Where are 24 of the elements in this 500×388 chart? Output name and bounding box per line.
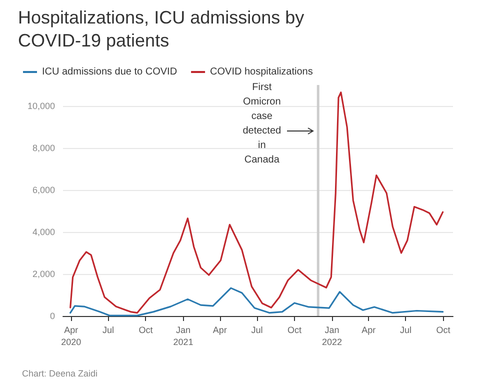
band-label: First Omicron case detected in Canada	[242, 82, 282, 166]
x-tick-label: Jul	[400, 325, 412, 335]
legend-label: COVID hospitalizations	[210, 66, 313, 78]
x-tick-label: Oct	[138, 325, 154, 335]
x-tick-label: Apr	[212, 325, 227, 335]
x-tick-label: Jan 2021	[173, 325, 194, 347]
line-series	[70, 287, 444, 316]
x-tick-label: Jul	[251, 325, 263, 335]
x-tick-label: Oct	[436, 325, 451, 335]
text: Chart: Deena Zaidi	[22, 368, 98, 378]
x-tick-label: Apr 2020	[61, 325, 82, 347]
y-tick-label: 8,000	[32, 143, 55, 153]
y-tick-label: 2,000	[32, 269, 55, 279]
line-series	[70, 92, 444, 314]
y-tick-label: 0	[50, 311, 55, 321]
y-tick-label: 10,000	[27, 101, 55, 111]
x-tick-label: Apr	[362, 325, 376, 335]
legend-label: ICU admissions due to COVID	[42, 66, 178, 78]
x-tick-label: Jan 2022	[322, 325, 342, 347]
chart-title: Hospitalizations, ICU admissions by COVID-19 patients	[18, 8, 310, 50]
x-tick-label: Oct	[287, 325, 302, 335]
y-tick-label: 4,000	[32, 227, 55, 237]
y-tick-label: 6,000	[32, 185, 55, 195]
x-tick-label: Jul	[102, 325, 114, 335]
